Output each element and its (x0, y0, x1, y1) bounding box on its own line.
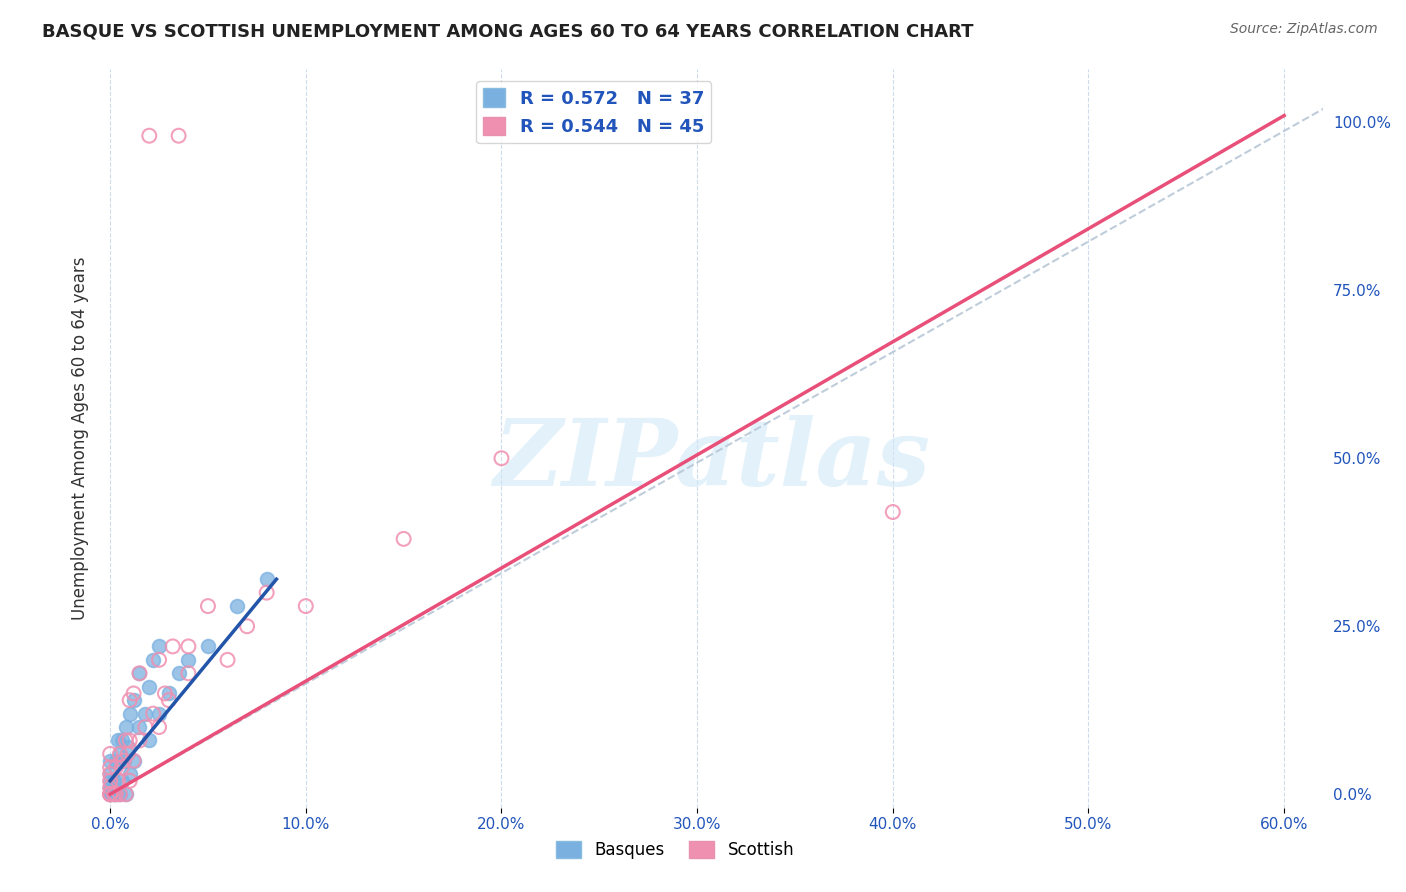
Point (105, 787, 128, 801)
Point (114, 720, 136, 734)
Text: Source: ZipAtlas.com: Source: ZipAtlas.com (1230, 22, 1378, 37)
Point (98, 747, 121, 761)
Point (142, 653, 165, 667)
Point (122, 754, 145, 768)
Point (114, 733, 136, 747)
Point (148, 720, 170, 734)
Point (108, 787, 131, 801)
Text: BASQUE VS SCOTTISH UNEMPLOYMENT AMONG AGES 60 TO 64 YEARS CORRELATION CHART: BASQUE VS SCOTTISH UNEMPLOYMENT AMONG AG… (42, 22, 974, 40)
Point (105, 760, 128, 774)
Point (138, 680, 160, 694)
Point (111, 773, 134, 788)
Point (98, 754, 121, 768)
Point (226, 599, 249, 613)
Point (107, 733, 129, 747)
Point (98, 773, 121, 788)
Legend: R = 0.572   N = 37, R = 0.544   N = 45: R = 0.572 N = 37, R = 0.544 N = 45 (477, 81, 711, 144)
Point (98, 767, 121, 781)
Point (162, 640, 184, 654)
Point (148, 653, 170, 667)
Point (107, 773, 129, 788)
Point (197, 640, 219, 654)
Point (148, 640, 170, 654)
Point (98, 767, 121, 781)
Point (197, 599, 219, 613)
Point (98, 787, 121, 801)
Point (118, 733, 141, 747)
Point (128, 666, 150, 681)
Y-axis label: Unemployment Among Ages 60 to 64 years: Unemployment Among Ages 60 to 64 years (72, 256, 89, 620)
Point (491, 451, 513, 466)
Point (98, 787, 121, 801)
Point (98, 780, 121, 795)
Point (236, 619, 259, 633)
Point (157, 686, 180, 700)
Point (103, 787, 125, 801)
Point (98, 780, 121, 795)
Point (114, 787, 136, 801)
Point (118, 706, 141, 721)
Point (177, 666, 200, 681)
Point (134, 720, 156, 734)
Point (122, 754, 145, 768)
Point (256, 572, 278, 586)
Point (98, 787, 121, 801)
Point (122, 693, 145, 707)
Point (138, 733, 160, 747)
Point (105, 787, 128, 801)
Point (157, 693, 180, 707)
Point (98, 787, 121, 801)
Point (256, 585, 278, 599)
Point (153, 686, 176, 700)
Point (103, 773, 125, 788)
Point (103, 787, 125, 801)
Point (294, 599, 316, 613)
Point (217, 653, 239, 667)
Point (117, 740, 139, 755)
Point (114, 787, 136, 801)
Point (112, 754, 135, 768)
Point (108, 787, 131, 801)
Point (134, 706, 156, 721)
Point (98, 773, 121, 788)
Point (167, 128, 190, 143)
Point (142, 706, 165, 721)
Text: ZIPatlas: ZIPatlas (494, 416, 931, 505)
Point (128, 720, 150, 734)
Point (167, 666, 190, 681)
Point (177, 653, 200, 667)
Point (112, 754, 135, 768)
Point (118, 767, 141, 781)
Point (148, 706, 170, 721)
Point (122, 686, 145, 700)
Point (128, 666, 150, 681)
Point (177, 640, 200, 654)
Point (138, 128, 160, 143)
Point (118, 773, 141, 788)
Point (128, 733, 150, 747)
Point (117, 747, 139, 761)
Point (392, 532, 415, 546)
Point (111, 733, 134, 747)
Point (882, 505, 904, 519)
Point (118, 693, 141, 707)
Point (108, 747, 131, 761)
Point (105, 754, 128, 768)
Point (108, 747, 131, 761)
Point (111, 760, 134, 774)
Point (98, 760, 121, 774)
Point (98, 787, 121, 801)
